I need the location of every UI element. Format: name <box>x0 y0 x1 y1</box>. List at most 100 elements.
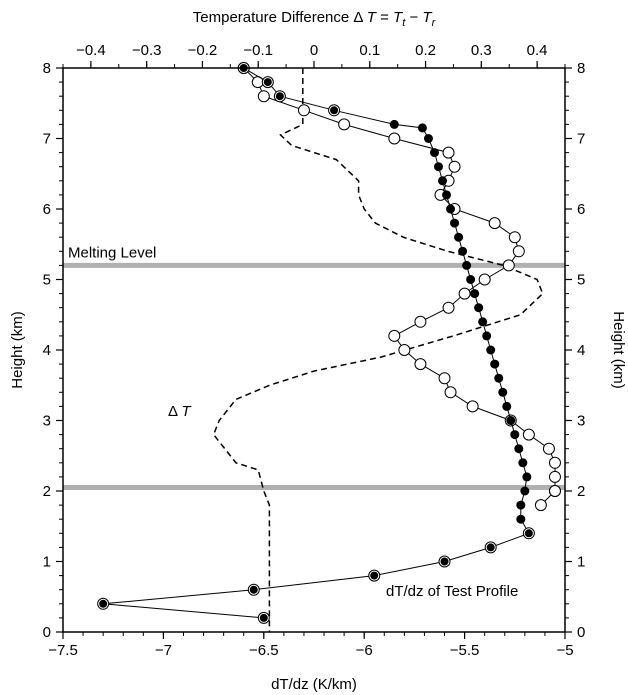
test-profile-point <box>330 106 339 115</box>
reference-profile-point <box>502 259 515 272</box>
reference-profile-point <box>548 470 561 483</box>
reference-profile-point <box>438 372 451 385</box>
x-top-tick-label: 0.2 <box>415 42 436 59</box>
reference-profile-point <box>398 344 411 356</box>
y-right-tick-label: 7 <box>577 131 585 148</box>
x-bottom-tick-label: −6 <box>356 642 373 659</box>
y-left-tick-label: 8 <box>43 60 51 77</box>
reference-profile-point <box>388 132 401 145</box>
test-profile-point <box>433 162 443 172</box>
test-profile-point <box>466 275 476 284</box>
test-profile-point <box>514 444 524 454</box>
y-right-tick-label: 2 <box>577 483 585 500</box>
y-right-tick-label: 0 <box>577 624 585 641</box>
y-left-tick-label: 3 <box>43 413 51 430</box>
reference-profile-point <box>444 386 457 399</box>
test-profile-point <box>446 204 456 214</box>
reference-profile-point <box>548 485 561 497</box>
x-bottom-tick-label: −5.5 <box>450 642 480 659</box>
reference-profile-point <box>512 245 525 258</box>
test-profile-point <box>450 218 460 228</box>
test-profile-point <box>520 486 530 496</box>
x-top-tick-label: −0.3 <box>132 42 162 59</box>
test-profile-point <box>506 416 516 425</box>
test-profile-label: dT/dz of Test Profile <box>386 583 518 600</box>
test-profile-point <box>522 472 532 482</box>
y-left-tick-label: 5 <box>43 272 51 289</box>
series-layer <box>97 62 561 632</box>
melting-level-label: Melting Level <box>68 244 156 261</box>
axes-layer <box>56 61 572 639</box>
test-profile-point <box>462 260 472 270</box>
reference-profile-point <box>488 217 501 230</box>
melting-level-lines <box>63 262 565 490</box>
y-left-tick-label: 4 <box>43 342 51 359</box>
reference-profile-line <box>243 67 556 506</box>
test-profile-point <box>498 387 508 397</box>
test-profile-point <box>389 119 399 129</box>
reference-profile-point <box>478 273 491 286</box>
test-profile-point <box>259 613 268 622</box>
test-profile-point <box>516 514 526 524</box>
test-profile-point <box>438 176 448 186</box>
x-bottom-tick-label: −5 <box>556 642 573 659</box>
x-top-tick-label: 0.4 <box>527 42 548 59</box>
top-axis-title: Temperature Difference Δ T = Tt − Tr <box>193 9 437 29</box>
reference-profile-point <box>522 428 535 441</box>
y-left-tick-label: 7 <box>43 131 51 148</box>
test-profile-line <box>103 67 530 619</box>
x-axis-title: dT/dz (K/km) <box>271 676 357 693</box>
test-profile-point <box>494 373 504 383</box>
delta-t-dashed-line <box>212 68 544 632</box>
x-top-tick-label: −0.4 <box>76 42 106 59</box>
reference-profile-point <box>388 329 401 342</box>
test-profile-point <box>440 557 449 566</box>
x-top-tick-label: −0.1 <box>243 42 273 59</box>
test-profile-point <box>423 134 433 143</box>
x-top-tick-label: 0.1 <box>359 42 380 59</box>
y-right-tick-label: 5 <box>577 272 585 289</box>
test-profile-point <box>429 148 439 158</box>
test-profile-point <box>458 246 468 256</box>
reference-profile-point <box>508 231 521 244</box>
test-profile-point <box>502 401 512 411</box>
reference-profile-point <box>414 358 427 371</box>
reference-profile-point <box>534 499 547 512</box>
x-bottom-tick-label: −7.5 <box>48 642 78 659</box>
test-profile-point <box>474 303 484 313</box>
test-profile-point <box>417 123 427 133</box>
y-right-tick-label: 8 <box>577 60 585 77</box>
test-profile-point <box>99 599 108 608</box>
reference-profile-point <box>442 146 455 159</box>
reference-profile-point <box>297 104 310 117</box>
reference-profile-point <box>548 456 561 469</box>
y-left-tick-label: 6 <box>43 201 51 218</box>
reference-profile-point <box>414 315 427 328</box>
test-profile-point <box>516 500 526 510</box>
test-profile-point <box>478 317 488 327</box>
x-top-tick-label: 0 <box>310 42 318 59</box>
test-profile-point <box>524 529 533 538</box>
y-left-tick-label: 0 <box>43 624 51 641</box>
reference-profile-point <box>542 442 555 455</box>
y-axis-title-right: Height (km) <box>610 311 627 389</box>
test-profile-point <box>249 585 258 594</box>
x-bottom-tick-label: −6.5 <box>249 642 279 659</box>
y-right-tick-label: 3 <box>577 413 585 430</box>
test-profile-point <box>486 345 496 355</box>
reference-profile-point <box>448 160 461 173</box>
test-profile-point <box>490 359 500 369</box>
reference-profile-point <box>257 90 270 103</box>
test-profile-point <box>518 458 528 468</box>
test-profile-point <box>263 78 272 87</box>
reference-profile-point <box>458 287 471 300</box>
y-left-tick-label: 1 <box>43 554 51 571</box>
test-profile-point <box>486 543 495 552</box>
y-axis-title-left: Height (km) <box>9 311 26 389</box>
y-right-tick-label: 6 <box>577 201 585 218</box>
test-profile-point <box>442 190 452 200</box>
test-profile-point <box>470 289 480 299</box>
x-bottom-tick-label: −7 <box>155 642 172 659</box>
x-top-tick-label: 0.3 <box>471 42 492 59</box>
